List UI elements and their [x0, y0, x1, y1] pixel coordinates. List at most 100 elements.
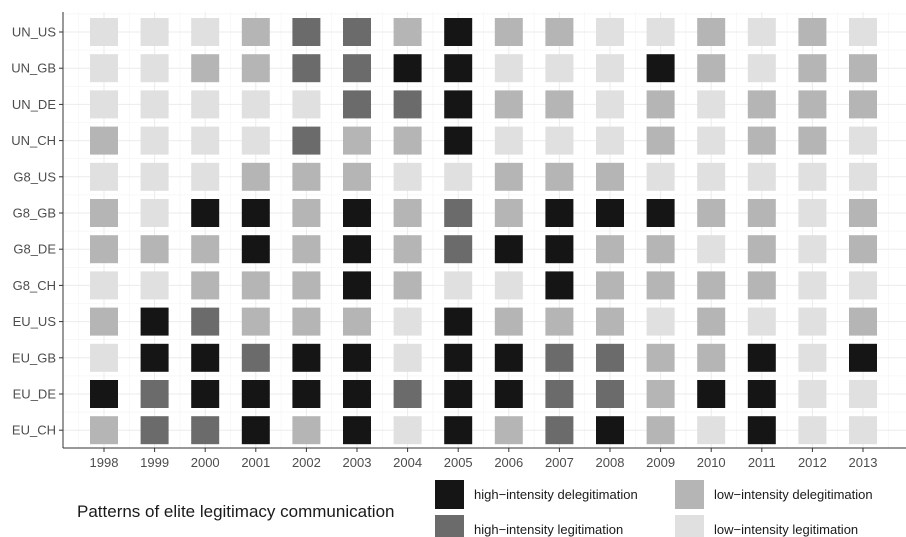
- heatmap-cell-G8_US-2002: [292, 162, 321, 191]
- y-tick-label-EU_GB: EU_GB: [12, 350, 56, 365]
- heatmap-cell-G8_GB-2008: [596, 199, 624, 227]
- heatmap-cell-G8_US-2008: [596, 162, 624, 191]
- heatmap-cell-G8_CH-1999: [140, 271, 169, 300]
- heatmap-cell-EU_CH-2013: [849, 416, 877, 445]
- heatmap-cell-G8_US-2006: [494, 162, 523, 191]
- heatmap-cell-G8_US-1999: [140, 162, 169, 191]
- heatmap-cell-G8_CH-2004: [393, 271, 422, 300]
- y-tick-label-UN_GB: UN_GB: [11, 61, 56, 76]
- heatmap-cell-UN_US-2001: [241, 18, 270, 46]
- x-tick-label-1999: 1999: [140, 455, 169, 470]
- heatmap-cell-EU_DE-2007: [545, 380, 574, 408]
- heatmap-cell-UN_DE-2009: [646, 90, 675, 119]
- heatmap-cell-G8_GB-1998: [90, 199, 118, 227]
- heatmap-cell-EU_US-2008: [596, 307, 624, 336]
- heatmap-cell-EU_US-2003: [343, 307, 371, 336]
- y-tick-label-UN_DE: UN_DE: [12, 97, 56, 112]
- heatmap-cell-G8_GB-2009: [646, 199, 675, 227]
- heatmap-cell-G8_DE-2001: [241, 235, 270, 264]
- legend: Patterns of elite legitimacy communicati…: [77, 480, 873, 537]
- heatmap-cell-EU_US-2002: [292, 307, 321, 336]
- heatmap-cell-G8_DE-2004: [393, 235, 422, 264]
- heatmap-cell-EU_GB-2012: [798, 343, 827, 372]
- heatmap-cell-UN_US-2000: [191, 18, 220, 46]
- heatmap-cell-G8_DE-2008: [596, 235, 624, 264]
- heatmap-cell-UN_US-2005: [444, 18, 473, 46]
- heatmap-cell-UN_US-2007: [545, 18, 574, 46]
- heatmap-cell-EU_DE-2009: [646, 380, 675, 408]
- heatmap-cell-UN_US-2010: [697, 18, 726, 46]
- y-tick-label-UN_US: UN_US: [12, 25, 56, 40]
- heatmap-cell-EU_US-2010: [697, 307, 726, 336]
- heatmap-cell-G8_CH-2006: [494, 271, 523, 300]
- heatmap-cell-G8_US-2001: [241, 162, 270, 191]
- heatmap-cell-UN_GB-2012: [798, 54, 827, 83]
- heatmap-cell-EU_CH-2000: [191, 416, 220, 445]
- heatmap-cell-EU_DE-2000: [191, 380, 220, 408]
- heatmap-cell-G8_CH-2011: [747, 271, 776, 300]
- x-tick-label-2010: 2010: [697, 455, 726, 470]
- heatmap-cell-EU_GB-2006: [494, 343, 523, 372]
- heatmap-cell-UN_CH-2007: [545, 126, 574, 155]
- x-tick-label-2013: 2013: [849, 455, 878, 470]
- heatmap-cell-UN_CH-2012: [798, 126, 827, 155]
- heatmap-cell-UN_US-2011: [747, 18, 776, 46]
- heatmap-cell-G8_CH-2000: [191, 271, 220, 300]
- heatmap-cell-G8_US-2010: [697, 162, 726, 191]
- heatmap-cell-EU_GB-1999: [140, 343, 169, 372]
- heatmap-cell-EU_GB-2002: [292, 343, 321, 372]
- heatmap-cell-EU_GB-2001: [241, 343, 270, 372]
- heatmap-cell-UN_GB-1998: [90, 54, 118, 83]
- heatmap-cell-G8_DE-2009: [646, 235, 675, 264]
- heatmap-cell-EU_CH-2004: [393, 416, 422, 445]
- heatmap-cell-EU_CH-2011: [747, 416, 776, 445]
- heatmap-cell-UN_CH-2008: [596, 126, 624, 155]
- heatmap-cell-UN_CH-2003: [343, 126, 371, 155]
- heatmap-cell-EU_DE-1998: [90, 380, 118, 408]
- heatmap-cell-G8_GB-2004: [393, 199, 422, 227]
- heatmap-cell-EU_DE-2005: [444, 380, 473, 408]
- heatmap-cell-G8_DE-2005: [444, 235, 473, 264]
- heatmap-cell-UN_CH-2001: [241, 126, 270, 155]
- legend-key-LD: [675, 480, 704, 509]
- y-tick-label-G8_GB: G8_GB: [13, 206, 56, 221]
- heatmap-cell-EU_CH-1998: [90, 416, 118, 445]
- heatmap-cell-G8_US-2005: [444, 162, 473, 191]
- x-tick-label-2002: 2002: [292, 455, 321, 470]
- heatmap-cell-G8_US-1998: [90, 162, 118, 191]
- y-tick-label-EU_CH: EU_CH: [12, 423, 56, 438]
- heatmap-cell-EU_CH-1999: [140, 416, 169, 445]
- heatmap-cell-EU_DE-2013: [849, 380, 877, 408]
- heatmap-cell-UN_DE-2013: [849, 90, 877, 119]
- heatmap-cell-G8_DE-1999: [140, 235, 169, 264]
- x-tick-label-1998: 1998: [90, 455, 119, 470]
- heatmap-cell-UN_DE-2001: [241, 90, 270, 119]
- heatmap-cell-EU_CH-2006: [494, 416, 523, 445]
- heatmap-cell-EU_DE-1999: [140, 380, 169, 408]
- heatmap-cell-UN_GB-2005: [444, 54, 473, 83]
- heatmap-cell-UN_CH-2011: [747, 126, 776, 155]
- heatmap-cell-UN_US-2004: [393, 18, 422, 46]
- heatmap-cell-G8_DE-2000: [191, 235, 220, 264]
- legend-key-HD: [435, 480, 464, 509]
- heatmap-cell-G8_DE-2002: [292, 235, 321, 264]
- heatmap-cell-G8_DE-2011: [747, 235, 776, 264]
- heatmap-cell-EU_DE-2002: [292, 380, 321, 408]
- heatmap-cell-EU_US-2004: [393, 307, 422, 336]
- x-tick-label-2004: 2004: [393, 455, 422, 470]
- heatmap-cell-UN_GB-2008: [596, 54, 624, 83]
- heatmap-cell-UN_GB-2003: [343, 54, 371, 83]
- heatmap-cell-UN_DE-2010: [697, 90, 726, 119]
- x-tick-label-2012: 2012: [798, 455, 827, 470]
- heatmap-cell-UN_US-1998: [90, 18, 118, 46]
- heatmap-cell-EU_US-1999: [140, 307, 169, 336]
- axes: UN_US UN_GB UN_DE UN_CH G8_US G8_GB G8_DE G8_CH…: [11, 12, 906, 470]
- legend-label-HD: high−intensity delegitimation: [474, 487, 638, 502]
- legend-label-LD: low−intensity delegitimation: [714, 487, 873, 502]
- heatmap-cell-UN_CH-2013: [849, 126, 877, 155]
- heatmap-cell-EU_DE-2010: [697, 380, 726, 408]
- heatmap-cell-G8_GB-2010: [697, 199, 726, 227]
- heatmap-cell-G8_US-2003: [343, 162, 371, 191]
- heatmap-cell-EU_CH-2001: [241, 416, 270, 445]
- heatmap-cell-UN_DE-2012: [798, 90, 827, 119]
